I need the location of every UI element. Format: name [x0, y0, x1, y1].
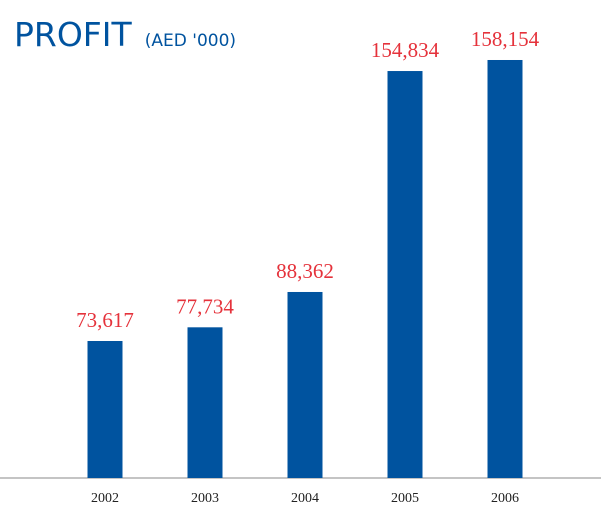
x-tick-label: 2003 [191, 491, 219, 506]
value-label: 77,734 [176, 294, 234, 318]
value-label: 73,617 [76, 308, 134, 332]
bar [287, 291, 323, 478]
value-label: 154,834 [371, 38, 440, 62]
chart-title-group: PROFIT (AED '000) [14, 15, 236, 54]
x-tick-label: 2005 [391, 491, 419, 506]
x-tick-label: 2006 [491, 491, 519, 506]
chart-title: PROFIT [14, 15, 133, 54]
x-tick-label: 2004 [291, 491, 319, 506]
value-label: 158,154 [471, 27, 540, 51]
x-tick-label: 2002 [91, 491, 119, 506]
value-label: 88,362 [276, 259, 334, 283]
bar [187, 327, 223, 478]
bar [387, 71, 423, 479]
bar [487, 59, 523, 478]
bar [87, 340, 123, 478]
chart-subtitle: (AED '000) [145, 31, 236, 51]
